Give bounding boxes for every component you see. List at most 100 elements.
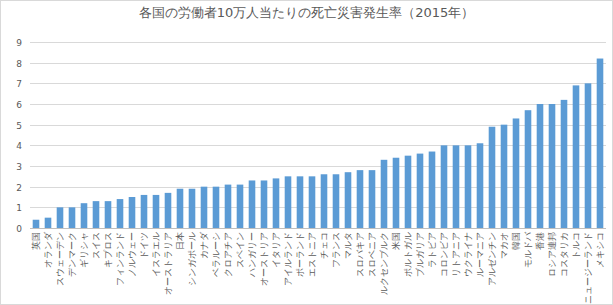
bar bbox=[297, 176, 304, 228]
bar bbox=[525, 110, 532, 228]
x-tick-label: マルタ bbox=[343, 232, 353, 259]
bar bbox=[477, 143, 484, 228]
grid-line bbox=[30, 83, 606, 84]
y-tick-label: 5 bbox=[16, 121, 22, 131]
y-tick-label: 0 bbox=[16, 224, 22, 234]
x-tick-label: 米国 bbox=[391, 232, 401, 250]
bar bbox=[249, 180, 256, 228]
x-tick-label: ノルウェー bbox=[127, 232, 137, 277]
bar bbox=[321, 174, 328, 228]
x-tick-label: オーストリア bbox=[259, 232, 269, 286]
grid-line bbox=[30, 207, 606, 208]
y-tick-label: 7 bbox=[16, 79, 22, 89]
x-tick-label: クロアチア bbox=[223, 232, 233, 277]
x-tick-label: マカオ bbox=[499, 232, 509, 259]
y-tick-label: 3 bbox=[16, 162, 22, 172]
x-tick-label: ブルガリア bbox=[415, 232, 425, 277]
x-tick-label: ドイツ bbox=[139, 232, 149, 259]
x-tick-label: ハンガリー bbox=[247, 232, 257, 278]
x-tick-label: アルゼンチン bbox=[487, 232, 497, 286]
grid-line bbox=[30, 145, 606, 146]
grid-line bbox=[30, 187, 606, 188]
grid-line bbox=[30, 63, 606, 64]
x-tick-label: シンガポール bbox=[187, 232, 197, 286]
x-tick-label: オランダ bbox=[43, 231, 53, 268]
bar bbox=[561, 100, 568, 228]
x-tick-label: ニュージーランド bbox=[583, 232, 593, 304]
x-tick-label: スペイン bbox=[235, 232, 245, 268]
x-tick-label: フィンランド bbox=[115, 232, 125, 286]
bar bbox=[429, 152, 436, 228]
x-tick-label: ギリシャ bbox=[79, 232, 89, 268]
bar bbox=[93, 201, 100, 228]
x-tick-label: イタリア bbox=[271, 232, 281, 268]
x-tick-label: スロバキア bbox=[355, 232, 365, 277]
x-tick-label: チェコ bbox=[319, 232, 329, 259]
x-tick-label: ルーマニア bbox=[475, 232, 485, 277]
grid-line bbox=[30, 166, 606, 167]
x-tick-label: メキシコ bbox=[595, 232, 605, 268]
x-tick-label: スイス bbox=[91, 232, 101, 259]
x-tick-label: デンマーク bbox=[67, 232, 77, 277]
bar bbox=[273, 178, 280, 228]
x-tick-label: モルドバ bbox=[523, 231, 533, 268]
bar bbox=[261, 180, 268, 228]
x-tick-label: ラトビア bbox=[427, 232, 437, 268]
chart-svg: 各国の労働者10万人当たりの死亡災害発生率（2015年）0123456789英国… bbox=[0, 0, 613, 305]
bar bbox=[393, 158, 400, 228]
bar bbox=[57, 207, 64, 228]
bar bbox=[405, 156, 412, 228]
x-tick-label: ロシア連邦 bbox=[547, 232, 557, 277]
x-tick-label: 香港 bbox=[535, 232, 545, 250]
x-tick-label: オーストラリア bbox=[163, 232, 173, 295]
x-tick-label: ポーランド bbox=[295, 232, 305, 277]
grid-line bbox=[30, 228, 606, 229]
x-tick-label: フランス bbox=[331, 232, 341, 268]
y-tick-label: 6 bbox=[16, 100, 22, 110]
x-tick-label: 日本 bbox=[175, 232, 185, 250]
x-tick-label: スウェーデン bbox=[55, 232, 65, 286]
grid-line bbox=[30, 104, 606, 105]
bar bbox=[369, 170, 376, 228]
x-tick-label: コスタリカ bbox=[559, 232, 569, 277]
x-tick-label: ウクライナ bbox=[463, 232, 473, 277]
x-tick-label: 英国 bbox=[31, 232, 41, 250]
bar bbox=[489, 127, 496, 228]
x-tick-label: アイルランド bbox=[283, 232, 293, 286]
x-tick-label: トルコ bbox=[571, 232, 581, 259]
bar bbox=[573, 85, 580, 228]
x-tick-label: イスラエル bbox=[151, 232, 161, 277]
bar bbox=[153, 195, 160, 228]
x-tick-label: ルクセンブルク bbox=[379, 232, 389, 295]
chart-border bbox=[1, 1, 613, 305]
bar bbox=[45, 218, 52, 228]
bar bbox=[513, 118, 520, 228]
bar bbox=[441, 145, 448, 228]
bar bbox=[81, 203, 88, 228]
bar bbox=[285, 176, 292, 228]
bar bbox=[501, 125, 508, 228]
x-tick-label: カナダ bbox=[199, 231, 209, 259]
bar bbox=[69, 207, 76, 228]
bar bbox=[333, 174, 340, 228]
bar bbox=[585, 83, 592, 228]
x-tick-label: ベラルーシ bbox=[211, 232, 221, 277]
chart-title: 各国の労働者10万人当たりの死亡災害発生率（2015年） bbox=[139, 5, 475, 20]
y-tick-label: 8 bbox=[16, 59, 22, 69]
x-tick-label: リトアニア bbox=[451, 232, 461, 277]
bar bbox=[201, 187, 208, 228]
bar bbox=[549, 104, 556, 228]
bar bbox=[453, 145, 460, 228]
bars bbox=[33, 59, 604, 228]
bar bbox=[225, 185, 232, 228]
chart-container: 各国の労働者10万人当たりの死亡災害発生率（2015年）0123456789英国… bbox=[0, 0, 613, 305]
bar bbox=[237, 185, 244, 228]
bar bbox=[117, 199, 124, 228]
grid bbox=[30, 43, 606, 229]
bar bbox=[141, 195, 148, 228]
bar bbox=[381, 160, 388, 228]
x-tick-label: キプロス bbox=[103, 232, 113, 268]
x-tick-label: 韓国 bbox=[511, 232, 521, 250]
y-tick-label: 2 bbox=[16, 183, 22, 193]
bar bbox=[165, 193, 172, 228]
